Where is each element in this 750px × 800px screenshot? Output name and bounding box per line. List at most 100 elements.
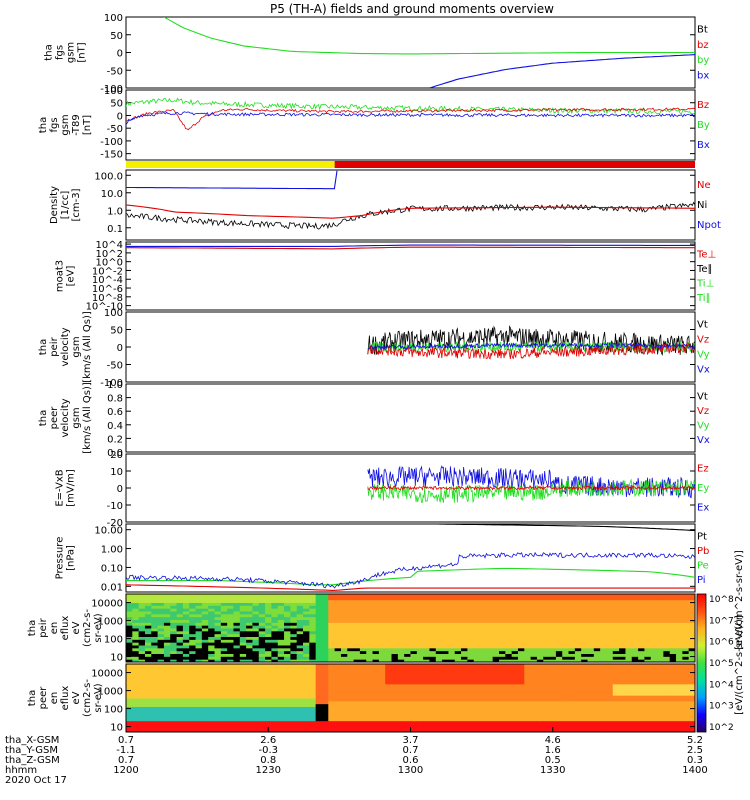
panel-frame xyxy=(125,383,696,453)
footer-z-value: 0.5 xyxy=(545,755,561,766)
series-Ex xyxy=(367,465,695,499)
footer-z-value: 0.8 xyxy=(260,755,276,766)
footer-z-value: 0.3 xyxy=(687,755,703,766)
legend-Bt: Bt xyxy=(697,25,708,36)
series-Pe xyxy=(126,567,695,586)
ytick-label: 10.00 xyxy=(94,526,123,537)
ytick-label: 50 xyxy=(110,99,123,110)
ytick-label: 0 xyxy=(117,484,123,495)
legend-By: By xyxy=(697,120,710,131)
series-Ez xyxy=(367,484,695,492)
ytick-label: 10^-6 xyxy=(92,284,123,295)
ylabel: thafgsgsm-T89[nT] xyxy=(38,114,93,136)
date-label: 2020 Oct 17 xyxy=(5,775,67,786)
colorbar-tick-label: 10^4 xyxy=(709,680,734,690)
colorbar-scale xyxy=(696,593,707,733)
footer-row-label: tha_Y-GSM xyxy=(5,745,58,756)
ytick-label: 1.00 xyxy=(101,545,123,556)
legend-Te∥: Te∥ xyxy=(696,264,713,275)
series-Ne xyxy=(126,204,695,219)
footer-x-value: 4.6 xyxy=(545,735,561,746)
ytick-label: -50 xyxy=(107,124,123,135)
colorbar-tick-label: 10^5 xyxy=(709,659,734,669)
ytick-label: 1000 xyxy=(98,687,123,698)
series-Bz xyxy=(126,107,695,131)
colorbar-label-overlap: [eV/(cm^2-s-sr-eV)] xyxy=(734,550,745,650)
ytick-label: 100 xyxy=(104,705,123,716)
panel-frame xyxy=(125,593,696,663)
footer-x-value: 3.7 xyxy=(403,735,419,746)
series-Ti xyxy=(126,244,695,247)
footer-hhmm-value: 1200 xyxy=(113,765,138,776)
series-Ni xyxy=(126,201,695,230)
footer-z-value: 0.7 xyxy=(118,755,134,766)
ytick-label: 0.4 xyxy=(107,421,123,432)
series-Pb xyxy=(126,584,695,591)
footer-hhmm-value: 1230 xyxy=(256,765,281,776)
panel-frame xyxy=(125,169,696,241)
footer-z-value: 0.6 xyxy=(403,755,419,766)
footer-x-value: 5.2 xyxy=(687,735,703,746)
ytick-label: 50 xyxy=(110,326,123,337)
panel-temp: 10^410^210^010^-210^-410^-610^-810^-10 mo… xyxy=(55,240,717,313)
legend-Npot: Npot xyxy=(697,220,721,231)
ytick-label: 0.8 xyxy=(107,394,123,405)
colorbar-tick-label: 10^7 xyxy=(709,616,734,626)
spectrogram-peer_spec xyxy=(126,664,695,732)
ytick-label: 1000 xyxy=(98,617,123,628)
legend-bx: bx xyxy=(697,70,709,81)
footer-hhmm-value: 1400 xyxy=(682,765,707,776)
ytick-label: 0 xyxy=(117,343,123,354)
panel-pressure: 10.00 1.00 0.10 0.01 Pressure[nPa] Pt Pb Pe Pi xyxy=(55,523,709,593)
footer-y-value: 2.5 xyxy=(687,745,703,756)
legend-Te⊥: Te⊥ xyxy=(696,249,716,260)
ytick-label: 10^-2 xyxy=(92,266,123,277)
ytick-label: 0.01 xyxy=(101,582,123,593)
ytick-label: 100 xyxy=(104,86,123,97)
legend-Ti∥: Ti∥ xyxy=(696,293,711,304)
footer-row-label: tha_Z-GSM xyxy=(5,755,60,766)
ytick-label: 10000 xyxy=(91,599,123,610)
legend-Ni: Ni xyxy=(697,200,707,211)
ytick-label: 100.0 xyxy=(94,171,123,182)
footer-y-value: 0.7 xyxy=(403,745,419,756)
legend-Vt: Vt xyxy=(697,320,708,331)
ytick-label: 0.0 xyxy=(107,448,123,459)
ytick-label: 0.10 xyxy=(101,563,123,574)
panel-frame xyxy=(125,89,696,161)
ytick-label: 100 xyxy=(104,13,123,24)
footer-y-value: -0.3 xyxy=(258,745,278,756)
ytick-label: 0.2 xyxy=(107,434,123,445)
legend-Bx: Bx xyxy=(697,140,710,151)
legend-Ne: Ne xyxy=(697,180,711,191)
legend-Vx: Vx xyxy=(697,365,710,376)
panel-efield: 20 10 0 -10 -20 E=-VxB[mV/m] Ez Ey Ex xyxy=(55,450,710,529)
ytick-label: 10^2 xyxy=(96,249,123,260)
footer-row-label: tha_X-GSM xyxy=(5,735,59,746)
ytick-label: 20 xyxy=(110,450,123,461)
ytick-label: 10 xyxy=(110,653,123,664)
ytick-label: 0.6 xyxy=(107,407,123,418)
ytick-label: -150 xyxy=(100,150,123,161)
legend-bz: bz xyxy=(697,40,709,51)
colorbar-tick-label: 10^8 xyxy=(709,595,734,605)
ytick-label: 1.0 xyxy=(107,380,123,391)
legend-Pi: Pi xyxy=(697,575,706,586)
ytick-label: 10^0 xyxy=(96,258,123,269)
ylabel: thapeervelocitygsm[km/s (All Qs)] xyxy=(38,382,93,454)
colorbar-tick-label: 10^6 xyxy=(709,638,734,648)
footer-hhmm-value: 1300 xyxy=(398,765,423,776)
ytick-label: 10000 xyxy=(91,669,123,680)
status-segment-1 xyxy=(334,161,695,168)
ytick-label: -50 xyxy=(107,66,123,77)
ytick-label: -10 xyxy=(107,501,123,512)
ytick-label: -100 xyxy=(100,378,123,389)
series-By xyxy=(126,97,695,115)
panel-frame xyxy=(125,241,696,311)
panel-peir_spec: 10000 1000 100 10 thapeirenefluxeV(cm2-s-sr-… xyxy=(27,593,696,664)
footer-row-label: hhmm xyxy=(5,765,37,776)
ylabel: moat3[eV] xyxy=(55,260,77,292)
footer-y-value: 1.6 xyxy=(545,745,561,756)
ytick-label: 10 xyxy=(110,467,123,478)
ytick-label: 10^4 xyxy=(96,240,123,251)
